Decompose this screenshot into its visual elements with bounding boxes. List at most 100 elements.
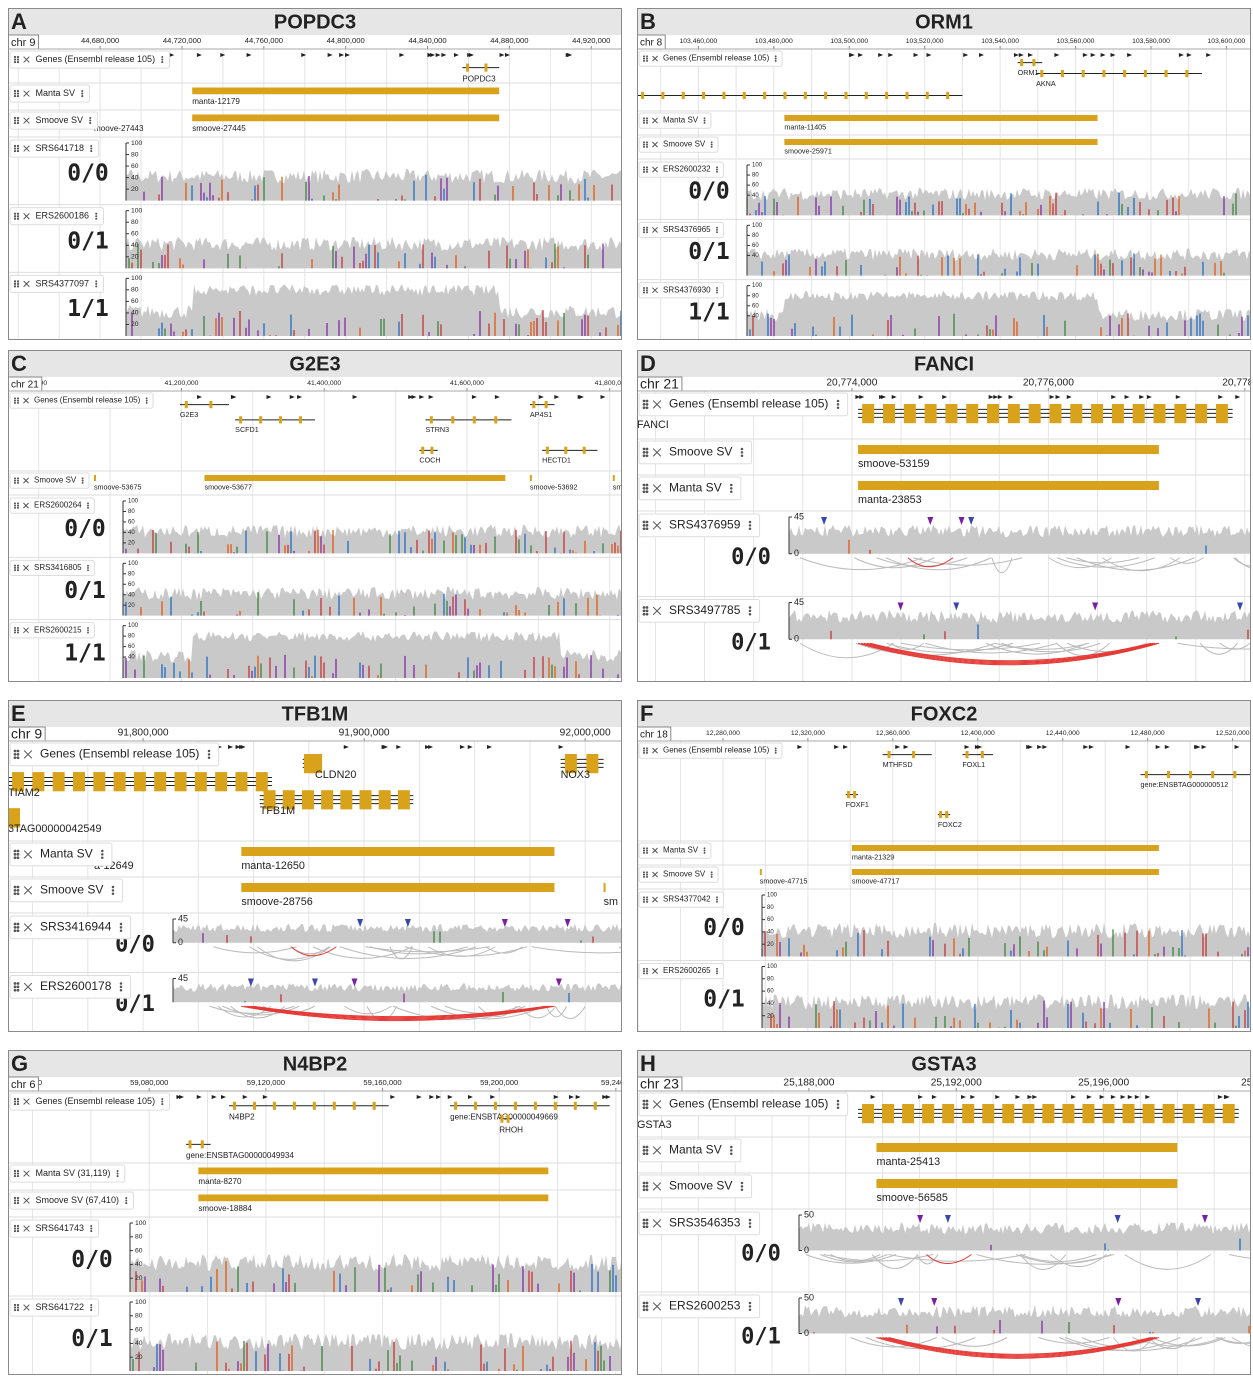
drag-handle [646,896,648,898]
menu-icon [95,213,97,215]
track-label: Smoove SV [36,115,84,125]
menu-icon [90,145,92,147]
coverage-tick-label: 60 [767,989,774,995]
exon [1020,59,1023,66]
drag-handle [646,613,649,616]
exon [534,1102,537,1110]
drag-handle [646,1305,649,1308]
drag-handle [14,1225,16,1227]
coverage-tick-label: 100 [131,140,143,147]
ruler-tick-label: 103,540,000 [981,38,1019,45]
drag-handle [643,1182,646,1185]
chromosome-label: chr 6 [11,1079,35,1091]
drag-handle [646,120,648,122]
sv-feature [94,475,96,481]
drag-handle [14,122,16,124]
coverage-tick-label: 80 [752,173,759,179]
menu-icon [101,857,104,860]
genotype: 0/1 [741,1325,781,1350]
drag-handle [646,747,648,749]
menu-icon [749,606,752,609]
drag-handle [643,291,645,293]
exon [507,1115,510,1123]
drag-handle [643,169,645,171]
drag-handle [646,1188,649,1191]
drag-handle [14,400,16,402]
coverage-tick-label: 60 [752,303,759,309]
drag-handle [646,122,648,124]
drag-handle [17,982,20,985]
drag-handle [17,923,20,926]
menu-icon [146,400,148,402]
sv-label: smoove-53675 [94,483,142,492]
drag-handle [17,285,19,287]
drag-handle [643,1103,646,1106]
drag-handle [17,1172,19,1174]
drag-handle [17,565,19,567]
drag-handle [646,527,649,530]
menu-icon [741,1189,744,1192]
drag-handle [17,90,19,92]
exon [1133,404,1145,423]
drag-handle [17,213,19,215]
drag-handle [17,95,19,97]
ruler-tick-label: 41,400,000 [307,380,341,387]
menu-icon [208,757,211,760]
drag-handle [14,95,16,97]
gene-label: FOXL1 [962,760,985,769]
coverage-tick-label: 40 [131,242,139,249]
coverage-tick-label: 80 [767,976,774,982]
menu-icon [112,886,115,889]
menu-icon [90,1230,92,1232]
drag-handle [643,613,646,616]
drag-handle [643,752,645,754]
ruler-tick-label: 20,778,00 [1222,378,1253,389]
menu-icon [82,482,84,484]
exon [942,1104,954,1123]
exon [474,1102,477,1110]
exon [926,92,929,99]
drag-handle [17,1306,19,1308]
drag-handle [14,889,17,892]
drag-handle [646,752,648,754]
menu-icon [87,569,89,571]
exon [1049,404,1061,423]
drag-handle [646,58,648,60]
drag-handle [643,487,646,490]
drag-handle [14,480,16,482]
exon [922,1104,934,1123]
exon [882,1104,894,1123]
sv-label: manta-12650 [241,860,305,872]
menu-icon [89,120,91,122]
ruler-tick-label: 92,000,000 [560,728,611,739]
menu-icon [711,141,713,143]
drag-handle [643,1219,646,1222]
drag-handle [646,852,648,854]
exon [743,92,746,99]
menu-icon [112,889,115,892]
coverage-tick-label: 100 [128,499,139,505]
coverage-tick-label: 100 [767,893,778,899]
drag-handle [643,1308,646,1311]
drag-handle [17,122,19,124]
menu-icon [125,1197,127,1199]
panel-letter: D [640,351,656,376]
drag-handle [643,55,645,57]
exon [1102,1104,1114,1123]
exon [73,772,85,791]
ruler-tick-label: 12,400,000 [961,730,995,737]
panel-title: TFB1M [282,703,349,725]
menu-icon [730,487,733,490]
drag-handle [643,747,645,749]
menu-icon [716,166,718,168]
exon [847,791,850,798]
genotype: 0/0 [67,161,109,187]
drag-handle [14,56,16,58]
drag-handle [14,1197,16,1199]
exon [902,1104,914,1123]
exon [946,92,949,99]
ruler-tick-label: 12,440,000 [1046,730,1080,737]
exon [965,751,968,758]
drag-handle [643,1305,646,1308]
ruler-tick-label: 41,800,00 [595,380,625,387]
